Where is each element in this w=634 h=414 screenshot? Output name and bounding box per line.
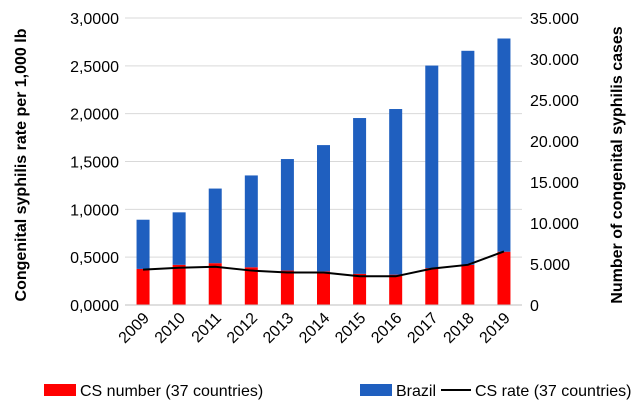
x-tick-label: 2015 xyxy=(332,310,369,347)
bar-cs-number-37-countries--2015 xyxy=(353,273,367,305)
x-tick-label: 2011 xyxy=(189,310,225,346)
x-tick-label: 2013 xyxy=(260,310,297,347)
bar-cs-number-37-countries--2016 xyxy=(389,274,403,305)
legend-swatch-brazil xyxy=(360,384,392,396)
y-left-tick-label: 0,0000 xyxy=(70,298,119,315)
legend: CS number (37 countries) Brazil CS rate (3… xyxy=(44,383,632,400)
x-tick-label: 2012 xyxy=(224,310,261,347)
y-axis-right-title: Number of congenital syphilis cases xyxy=(609,26,626,304)
bar-brazil-2019 xyxy=(497,38,511,252)
bar-brazil-2017 xyxy=(425,65,439,269)
y-left-tick-label: 1,0000 xyxy=(70,202,119,219)
bar-brazil-2010 xyxy=(172,212,186,265)
bar-brazil-2016 xyxy=(389,109,403,275)
x-tick-label: 2016 xyxy=(368,310,405,347)
legend-label-cs-rate-37-countries: CS rate (37 countries) xyxy=(475,383,632,400)
bar-cs-number-37-countries--2014 xyxy=(317,271,330,305)
y-right-tick-label: 25.000 xyxy=(530,93,579,110)
bar-brazil-2011 xyxy=(208,188,222,264)
bar-brazil-2009 xyxy=(136,219,150,269)
y-left-tick-label: 2,5000 xyxy=(70,59,119,76)
x-tick-label: 2010 xyxy=(152,310,189,347)
line-cs-rate xyxy=(142,250,505,278)
y-left-tick-label: 3,0000 xyxy=(70,11,119,28)
rate-line xyxy=(142,250,505,278)
bar-brazil-2014 xyxy=(317,145,330,272)
bar-cs-number-37-countries--2013 xyxy=(280,270,294,305)
bar-cs-number-37-countries--2017 xyxy=(425,268,439,305)
legend-swatch-cs-number-37-countries xyxy=(44,384,76,396)
y-left-tick-label: 0,5000 xyxy=(70,250,119,267)
bar-brazil-2015 xyxy=(353,118,367,274)
bar-cs-number-37-countries--2018 xyxy=(461,264,475,305)
bar-cs-number-37-countries--2019 xyxy=(497,251,511,305)
y-right-tick-label: 10.000 xyxy=(530,216,579,233)
x-tick-label: 2018 xyxy=(441,310,478,347)
y-left-tick-label: 1,5000 xyxy=(70,155,119,172)
bar-cs-number-37-countries--2010 xyxy=(172,264,186,305)
bar-cs-number-37-countries--2009 xyxy=(136,268,150,305)
y-right-tick-label: 0 xyxy=(530,298,539,315)
x-tick-label: 2019 xyxy=(477,310,514,347)
bar-cs-number-37-countries--2012 xyxy=(244,267,258,305)
legend-label-brazil: Brazil xyxy=(396,383,436,400)
bar-brazil-2013 xyxy=(280,159,294,271)
x-tick-label: 2017 xyxy=(404,310,441,347)
bar-brazil-2018 xyxy=(461,50,475,265)
y-right-tick-label: 20.000 xyxy=(530,134,579,151)
y-left-tick-label: 2,0000 xyxy=(70,107,119,124)
y-axis-left-title: Congenital syphilis rate per 1,000 lb xyxy=(13,28,30,301)
x-tick-label: 2014 xyxy=(296,310,333,347)
bar-cs-number-37-countries--2011 xyxy=(208,263,222,305)
legend-label-cs-number-37-countries: CS number (37 countries) xyxy=(80,383,263,400)
x-tick-label: 2009 xyxy=(116,310,153,347)
y-right-tick-label: 5.000 xyxy=(530,257,570,274)
y-right-tick-label: 35.000 xyxy=(530,11,579,28)
y-right-tick-label: 30.000 xyxy=(530,52,579,69)
bars xyxy=(136,38,511,305)
bar-brazil-2012 xyxy=(244,175,258,268)
y-right-tick-label: 15.000 xyxy=(530,175,579,192)
